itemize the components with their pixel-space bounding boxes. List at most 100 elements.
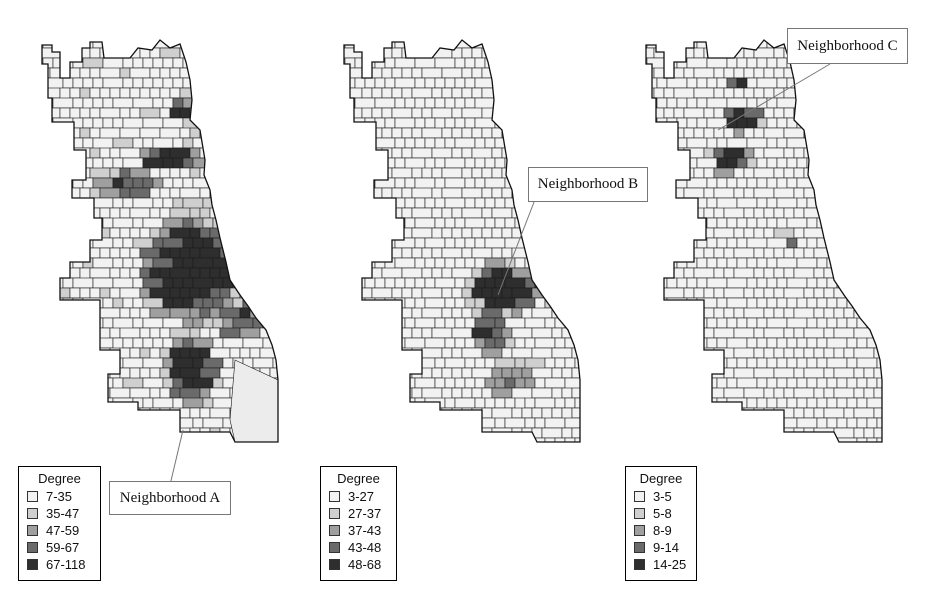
tract	[843, 207, 855, 219]
tract	[663, 287, 685, 299]
tract	[142, 277, 164, 289]
tract	[252, 277, 264, 289]
tract	[122, 337, 134, 349]
tract	[673, 347, 695, 359]
tract	[242, 197, 264, 209]
tract	[783, 147, 795, 159]
tract	[464, 217, 486, 229]
tract	[431, 207, 443, 219]
tract	[344, 107, 363, 119]
tract	[212, 157, 224, 169]
tract	[783, 267, 795, 279]
tract	[199, 387, 211, 399]
tract	[656, 197, 678, 219]
tract	[79, 167, 91, 179]
tract	[524, 117, 546, 129]
tract	[723, 87, 735, 99]
tract	[736, 197, 758, 209]
tract	[683, 67, 695, 79]
tract	[753, 327, 765, 339]
tract	[554, 77, 566, 89]
tract	[464, 357, 476, 369]
tract	[726, 297, 748, 309]
tract	[142, 337, 154, 349]
tract	[816, 117, 828, 129]
tract	[361, 187, 373, 199]
tract	[149, 267, 161, 279]
tract	[713, 87, 725, 99]
tract	[371, 207, 383, 219]
tract	[461, 227, 473, 239]
tract	[853, 187, 865, 199]
tract	[531, 287, 553, 299]
tract	[82, 197, 94, 209]
tract	[351, 367, 363, 379]
tract	[172, 277, 184, 289]
tract	[887, 178, 897, 188]
tract	[344, 217, 366, 229]
census-tracts	[344, 40, 580, 442]
tract	[696, 97, 708, 109]
tract	[62, 77, 74, 89]
legend-swatch	[27, 559, 38, 570]
tract	[169, 107, 181, 119]
tract	[833, 67, 845, 79]
tract	[139, 147, 151, 159]
tract	[471, 307, 483, 319]
tract	[280, 248, 290, 258]
tract	[139, 287, 151, 299]
tract	[484, 297, 496, 309]
tract	[544, 357, 556, 369]
tract	[836, 377, 848, 389]
tract	[461, 107, 483, 119]
tract	[826, 117, 838, 129]
tract	[836, 317, 848, 329]
tract	[89, 87, 101, 99]
tract	[514, 437, 526, 442]
tract	[471, 47, 483, 59]
tract	[494, 217, 506, 229]
tract	[199, 227, 211, 239]
tract	[451, 347, 463, 359]
tract	[716, 77, 728, 89]
tract	[716, 257, 728, 269]
tract	[474, 197, 486, 209]
tract	[404, 97, 416, 109]
tract	[421, 107, 433, 119]
tract	[873, 127, 882, 139]
tract	[414, 40, 436, 49]
tract	[713, 227, 735, 239]
tract	[82, 377, 94, 389]
tract	[873, 267, 882, 279]
tract	[249, 207, 261, 229]
tract	[431, 107, 453, 119]
tract	[179, 367, 201, 379]
census-tracts	[646, 40, 897, 442]
tract	[112, 297, 124, 309]
tract	[713, 267, 725, 279]
tract	[753, 87, 765, 99]
tract	[803, 287, 815, 299]
tract	[686, 277, 698, 289]
tract	[551, 287, 563, 309]
tract	[756, 177, 768, 189]
tract	[112, 97, 134, 109]
tract	[364, 397, 386, 409]
tract	[283, 438, 293, 450]
tract	[521, 367, 533, 379]
tract	[283, 138, 293, 148]
tract	[72, 257, 84, 269]
tract	[853, 287, 875, 299]
tract	[474, 237, 486, 249]
tract	[252, 117, 264, 129]
tract	[873, 207, 882, 219]
tract	[152, 417, 164, 429]
tract	[803, 347, 815, 359]
tract	[773, 87, 785, 99]
tract	[776, 397, 788, 409]
tract	[361, 287, 373, 299]
tract	[766, 217, 778, 229]
tract	[806, 277, 818, 289]
tract	[746, 97, 758, 109]
tract	[162, 297, 174, 309]
